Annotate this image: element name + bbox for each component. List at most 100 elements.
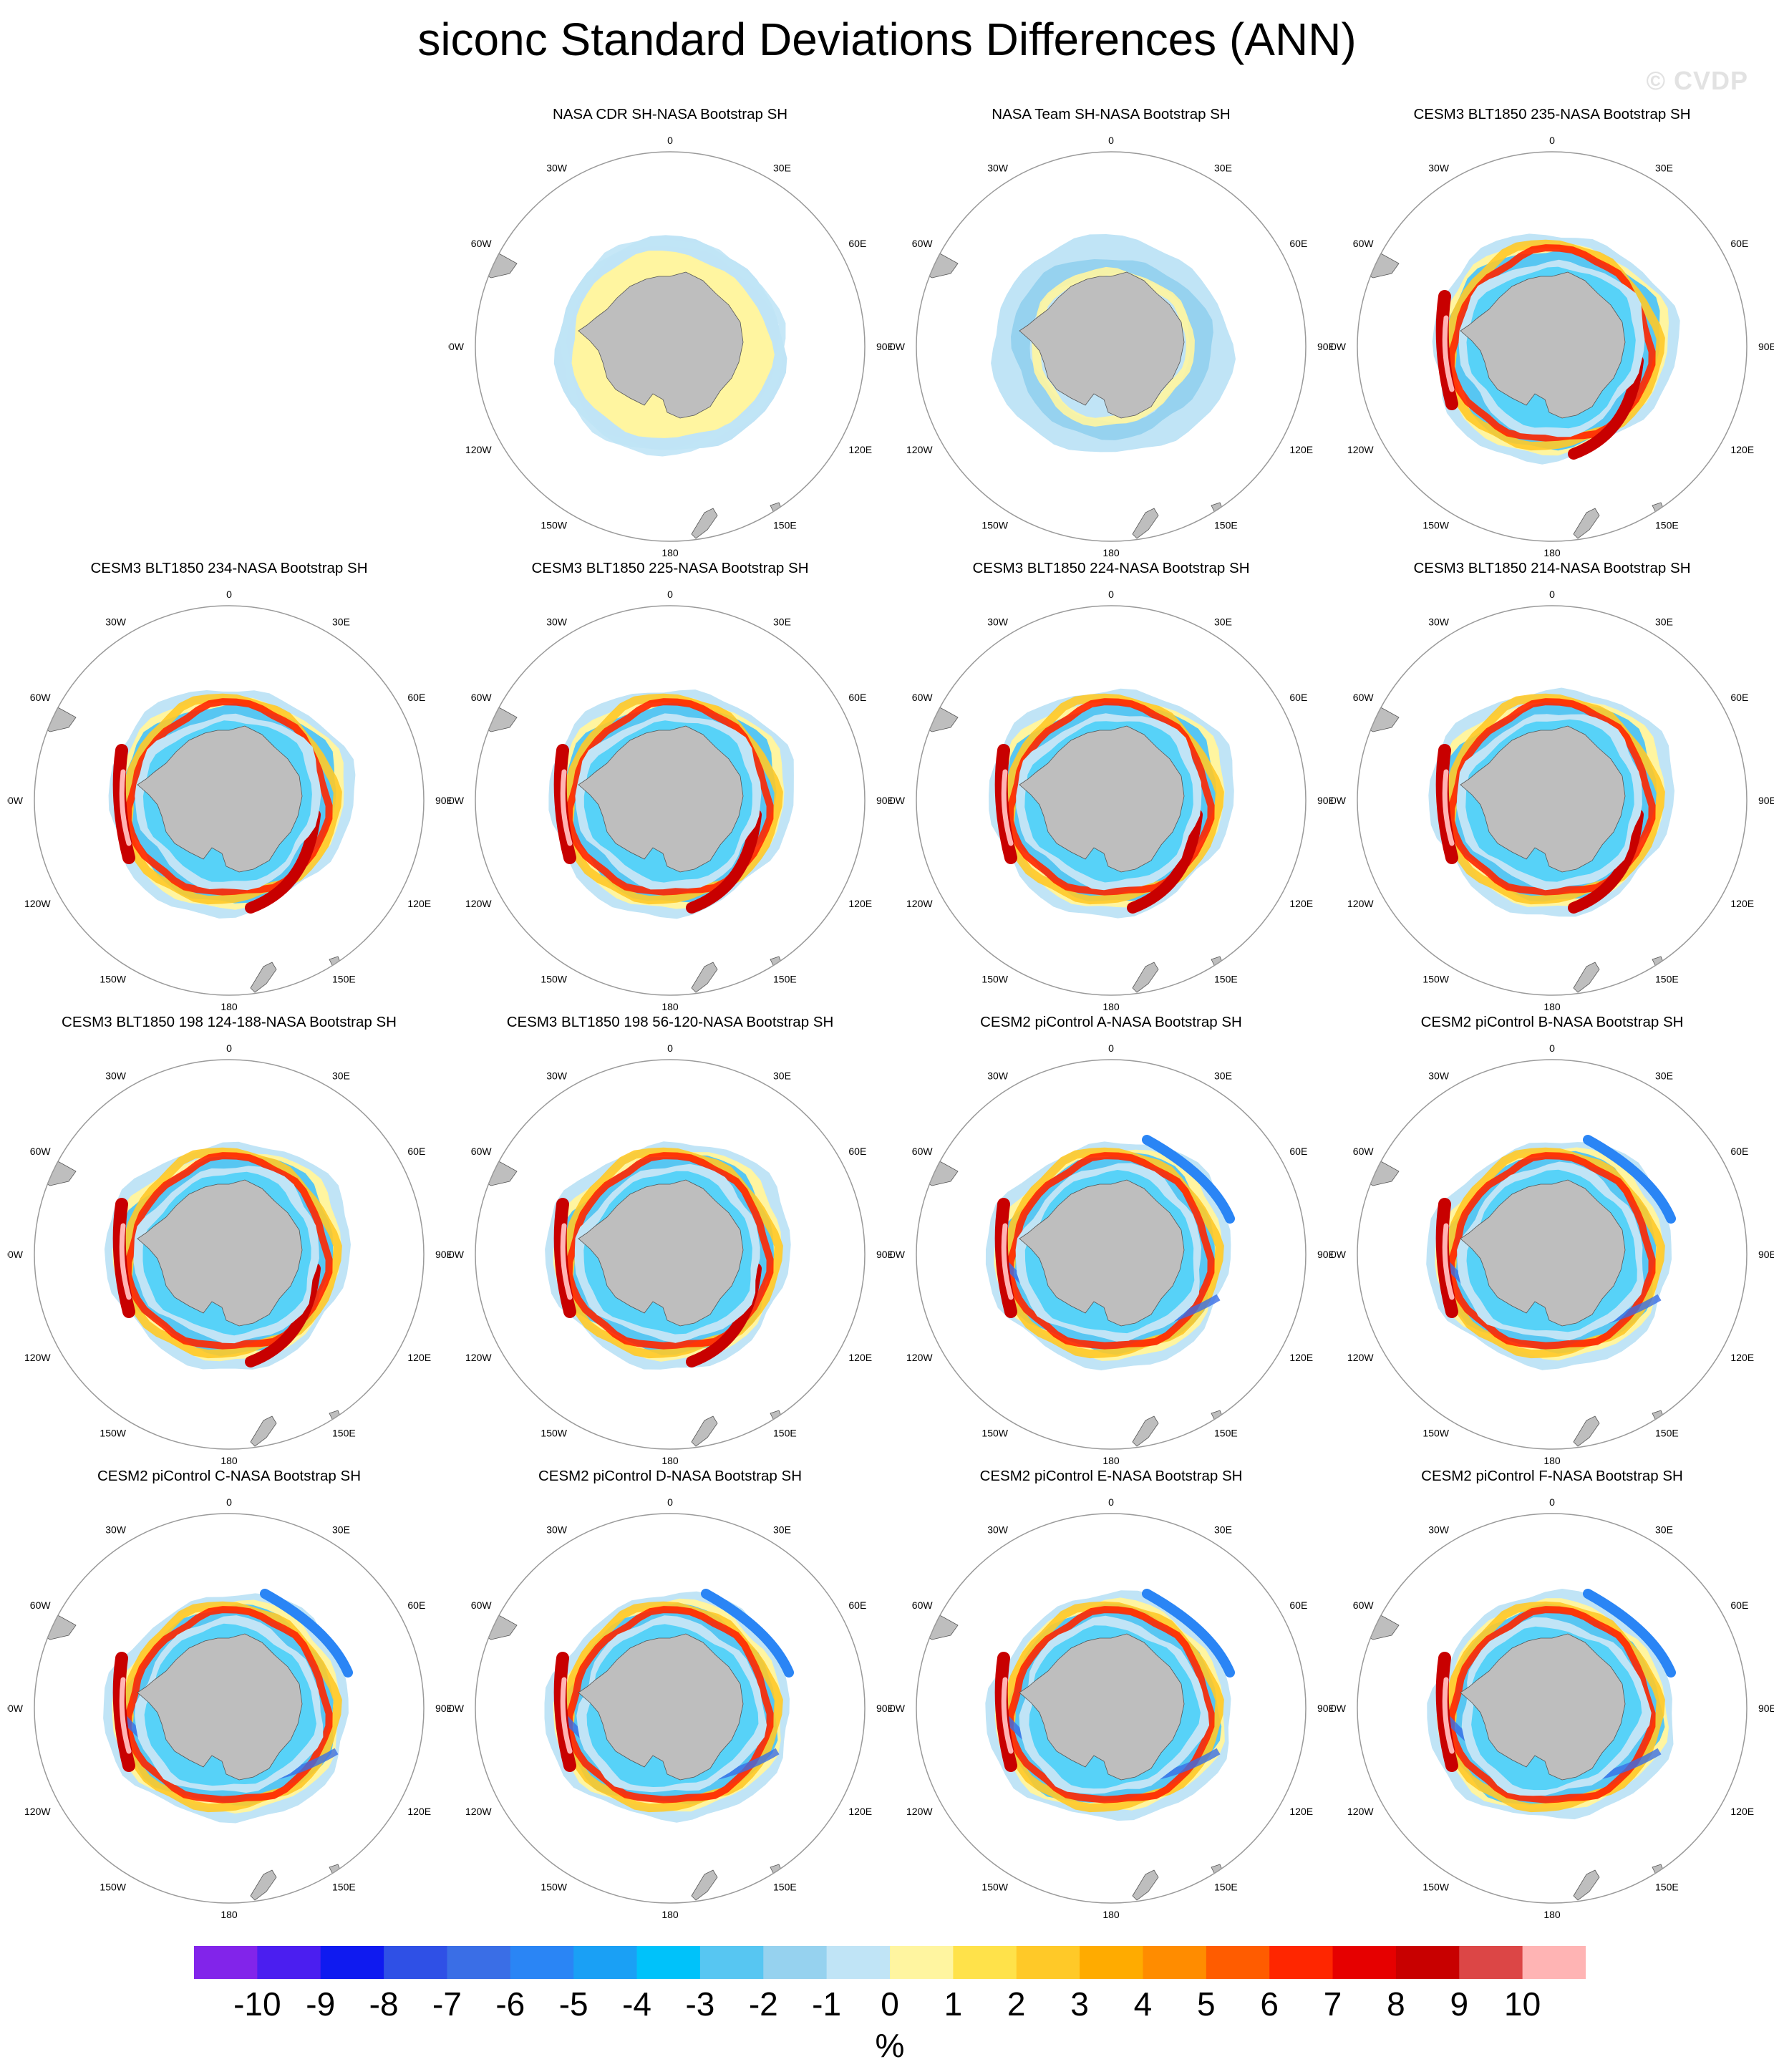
lon-label-150e: 150E	[1214, 1881, 1238, 1892]
lon-label-90e: 90E	[876, 795, 892, 806]
lon-label-90w: 90W	[889, 341, 906, 352]
lon-label-30w: 30W	[1428, 1524, 1450, 1536]
new-zealand-landmass	[691, 1869, 718, 1901]
lon-label-60w: 60W	[912, 1599, 934, 1611]
pink-streak-west	[1001, 769, 1014, 846]
lon-label-180: 180	[220, 1909, 238, 1920]
map-content	[1361, 687, 1674, 993]
map-panel: CESM3 BLT1850 198 56-120-NASA Bootstrap …	[448, 1014, 892, 1472]
lon-label-0: 0	[1108, 1042, 1114, 1054]
blue-band-east	[1583, 1135, 1676, 1224]
lon-label-90w: 90W	[448, 1703, 465, 1714]
lon-label-120e: 120E	[1289, 1352, 1313, 1363]
south-america-landmass	[479, 1153, 518, 1186]
pink-streak-west	[1001, 1677, 1014, 1754]
colorbar-swatch	[1143, 1946, 1207, 1979]
panel-title: CESM3 BLT1850 198 56-120-NASA Bootstrap …	[506, 1014, 834, 1030]
lon-label-60e: 60E	[848, 1599, 866, 1611]
colorbar-swatch	[699, 1946, 764, 1979]
lon-label-90w: 90W	[889, 795, 906, 806]
map-boundary-circle	[1357, 605, 1748, 996]
lon-label-60w: 60W	[1353, 1146, 1375, 1157]
colorbar-tick-label: 1	[944, 1985, 963, 2023]
lon-label-150e: 150E	[773, 519, 797, 531]
colorbar-tick-label: 10	[1504, 1985, 1541, 2023]
antarctica-landmass	[1460, 1179, 1626, 1327]
lon-label-180: 180	[220, 1001, 238, 1012]
polar-map: 0 30E 60E 90E 120E 150E 180 150W 120W 90W 60W 30W	[7, 1496, 451, 1920]
map-boundary-circle	[34, 605, 425, 996]
lon-label-120w: 120W	[1347, 444, 1374, 455]
blue-band-east	[1142, 1589, 1235, 1678]
lon-label-0: 0	[226, 1042, 232, 1054]
colorbar-swatch	[763, 1946, 828, 1979]
polar-map: 0 30E 60E 90E 120E 150E 180 150W 120W 90W 60W 30W	[889, 589, 1333, 1012]
lon-label-30w: 30W	[546, 1070, 568, 1082]
colorbar-swatch	[1395, 1946, 1460, 1979]
lon-label-0: 0	[667, 1496, 673, 1508]
lon-label-90e: 90E	[1317, 795, 1333, 806]
south-america-landmass	[920, 1607, 959, 1640]
lon-label-0: 0	[1549, 1496, 1555, 1508]
lon-label-60e: 60E	[1730, 692, 1748, 703]
lon-label-120e: 120E	[1289, 444, 1313, 455]
map-content	[1361, 233, 1680, 539]
panel-title: NASA CDR SH-NASA Bootstrap SH	[552, 106, 788, 122]
south-america-landmass	[920, 246, 959, 279]
colorbar-swatch	[1459, 1946, 1523, 1979]
polar-map: 0 30E 60E 90E 120E 150E 180 150W 120W 90W 60W 30W	[7, 589, 451, 1012]
lon-label-90e: 90E	[1317, 1249, 1333, 1260]
map-panel: CESM3 BLT1850 225-NASA Bootstrap SH 0 30E 6…	[448, 560, 892, 1018]
south-america-landmass	[920, 1153, 959, 1186]
lon-label-30w: 30W	[1428, 1070, 1450, 1082]
polar-map: 0 30E 60E 90E 120E 150E 180 150W 120W 90W 60W 30W	[448, 589, 892, 1012]
lon-label-60e: 60E	[407, 1146, 425, 1157]
blue-band-east	[701, 1589, 794, 1678]
new-zealand-landmass	[691, 1415, 718, 1447]
panel-title: NASA Team SH-NASA Bootstrap SH	[992, 106, 1231, 122]
map-panel: CESM3 BLT1850 235-NASA Bootstrap SH 0 30E 6…	[1330, 106, 1774, 564]
lon-label-90w: 90W	[7, 795, 24, 806]
south-america-landmass	[38, 1607, 77, 1640]
polar-map: 0 30E 60E 90E 120E 150E 180 150W 120W 90W 60W 30W	[889, 135, 1333, 558]
new-zealand-landmass	[1132, 508, 1159, 539]
lon-label-150e: 150E	[1214, 1427, 1238, 1438]
map-panel: CESM3 BLT1850 214-NASA Bootstrap SH 0 30E 6…	[1330, 560, 1774, 1018]
lon-label-60e: 60E	[848, 238, 866, 249]
lon-label-180: 180	[1543, 547, 1561, 558]
polar-map: 0 30E 60E 90E 120E 150E 180 150W 120W 90W 60W 30W	[448, 135, 892, 558]
colorbar-tick-label: 7	[1323, 1985, 1342, 2023]
colorbar-tick-label: -1	[812, 1985, 842, 2023]
colorbar-tick-label: -6	[495, 1985, 525, 2023]
lon-label-150e: 150E	[332, 973, 356, 984]
lon-label-30w: 30W	[987, 1524, 1009, 1536]
colorbar-units: %	[875, 2027, 905, 2064]
lon-label-150w: 150W	[1422, 973, 1449, 984]
map-panel: CESM2 piControl E-NASA Bootstrap SH 0 30E 6…	[889, 1468, 1333, 1926]
lon-label-90w: 90W	[448, 341, 465, 352]
lon-label-150w: 150W	[981, 519, 1008, 531]
polar-map: 0 30E 60E 90E 120E 150E 180 150W 120W 90W 60W 30W	[1330, 1496, 1774, 1920]
colorbar-swatch	[257, 1946, 321, 1979]
panel-title: CESM2 piControl C-NASA Bootstrap SH	[97, 1468, 361, 1484]
panel-title: CESM3 BLT1850 214-NASA Bootstrap SH	[1413, 560, 1691, 576]
blue-band-east	[260, 1589, 353, 1678]
colorbar-swatch	[826, 1946, 891, 1979]
lon-label-150e: 150E	[773, 1881, 797, 1892]
lon-label-60w: 60W	[1353, 1599, 1375, 1611]
lon-label-180: 180	[1102, 547, 1120, 558]
cvdp-watermark: © CVDP	[1646, 66, 1748, 95]
colorbar-swatch	[447, 1946, 511, 1979]
new-zealand-landmass	[1132, 1869, 1159, 1901]
lon-label-90e: 90E	[1758, 1249, 1774, 1260]
antarctica-landmass	[578, 1179, 744, 1327]
lon-label-60e: 60E	[1730, 1599, 1748, 1611]
lon-label-30w: 30W	[1428, 616, 1450, 628]
lon-label-0: 0	[667, 589, 673, 600]
lon-label-90e: 90E	[435, 795, 451, 806]
map-boundary-circle	[475, 605, 866, 996]
colorbar-swatch	[510, 1946, 574, 1979]
lon-label-60e: 60E	[1289, 1146, 1307, 1157]
map-content	[479, 689, 794, 993]
